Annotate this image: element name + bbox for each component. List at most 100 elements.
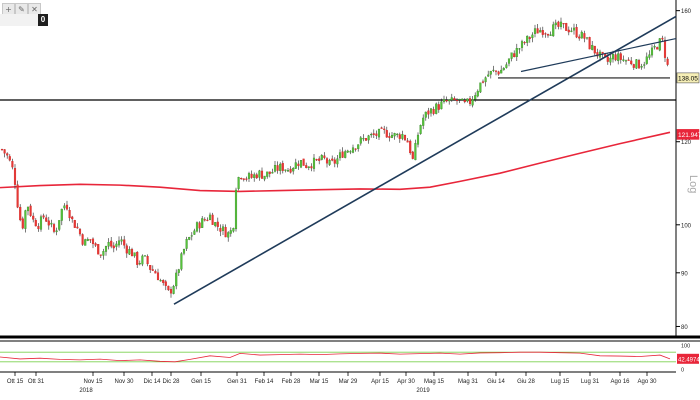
candle-body [0, 149, 4, 151]
candle-body [570, 30, 573, 32]
x-tick-label: Dic 14 [143, 379, 161, 385]
candle-body [455, 99, 459, 102]
candle-body [474, 95, 477, 100]
x-tick-label: Apr 15 [371, 379, 389, 385]
y-tick-label: 90 [681, 271, 688, 277]
candle-body [663, 39, 667, 58]
candle-body [328, 160, 331, 165]
candle-body [596, 52, 599, 57]
rsi-line [0, 351, 671, 363]
candle-body [526, 35, 529, 43]
candle-body [424, 111, 427, 118]
candle-body [559, 21, 563, 27]
edit-icon[interactable]: ✎ [15, 3, 28, 16]
candle-body [375, 133, 378, 136]
candle-body [128, 249, 131, 255]
candle-body [619, 53, 622, 60]
candle-body [3, 149, 6, 154]
candle-body [206, 219, 209, 221]
candle-body [341, 151, 344, 158]
candle-body [414, 143, 417, 161]
candle-body [266, 171, 269, 177]
candle-body [91, 238, 95, 245]
candle-body [510, 52, 513, 59]
candle-body [622, 59, 625, 61]
candle-body [533, 28, 537, 34]
x-tick-label: Gen 15 [191, 379, 211, 385]
candle-body [344, 151, 347, 158]
candle-body [406, 140, 409, 143]
candle-body [177, 269, 180, 273]
candle-body [403, 135, 407, 141]
y-axis-scale-label: Log [687, 175, 699, 193]
candle-body [19, 206, 22, 221]
candle-body [505, 64, 508, 68]
candle-body [32, 215, 35, 220]
candle-body [370, 134, 373, 136]
candle-body [546, 34, 550, 36]
candle-body [513, 53, 516, 58]
candle-body [11, 161, 14, 168]
candle-body [86, 239, 89, 241]
candle-body [117, 240, 121, 246]
x-tick-label: Ago 16 [610, 379, 630, 385]
candle-body [258, 170, 261, 178]
candle-body [21, 218, 24, 229]
candle-body [263, 175, 266, 180]
x-tick-label: Feb 14 [255, 379, 274, 385]
candle-body [149, 265, 152, 270]
candle-body [479, 82, 482, 93]
candle-body [162, 280, 165, 283]
candle-body [112, 245, 115, 249]
candle-body [549, 34, 552, 36]
candle-body [175, 272, 178, 287]
candle-body [60, 208, 63, 221]
candle-body [453, 98, 456, 101]
candle-body [164, 281, 167, 286]
candle-body [492, 69, 495, 71]
x-tick-label: Lug 15 [551, 379, 570, 385]
x-tick-label: Feb 28 [282, 379, 301, 385]
x-tick-label: Ott 31 [28, 379, 45, 385]
trendline [520, 37, 677, 73]
candle-body [427, 110, 430, 115]
candle-body [172, 286, 175, 294]
candle-body [388, 136, 391, 138]
candle-body [34, 219, 37, 227]
candle-body [419, 125, 422, 134]
candle-body [146, 256, 149, 265]
x-tick-label: Gen 31 [227, 379, 247, 385]
candle-body [562, 23, 565, 25]
x-tick-label: Mag 31 [458, 379, 479, 385]
candle-body [214, 222, 217, 226]
candle-body [318, 158, 321, 161]
candle-body [39, 216, 43, 230]
candle-body [572, 27, 576, 31]
candle-body [585, 37, 589, 39]
zero-badge[interactable]: 0 [38, 14, 48, 26]
candle-body [364, 138, 368, 141]
candle-body [440, 101, 443, 110]
year-label: 2019 [416, 388, 430, 394]
candle-body [45, 217, 48, 222]
candle-body [260, 170, 264, 179]
candle-body [50, 222, 53, 225]
candle-body [541, 30, 544, 35]
candle-body [37, 226, 40, 230]
candle-body [645, 56, 648, 64]
candle-body [8, 156, 11, 161]
x-tick-label: Apr 30 [397, 379, 415, 385]
candle-body [84, 239, 87, 246]
candle-body [640, 66, 643, 68]
candle-body [354, 148, 357, 150]
candle-body [242, 178, 245, 180]
candle-body [336, 158, 339, 165]
candle-body [658, 38, 661, 51]
candle-body [219, 228, 222, 232]
year-label: 2018 [79, 388, 93, 394]
candle-body [133, 252, 136, 257]
candle-body [544, 33, 547, 35]
candle-body [185, 239, 188, 249]
candle-body [481, 81, 485, 83]
x-tick-label: Giu 14 [487, 379, 505, 385]
